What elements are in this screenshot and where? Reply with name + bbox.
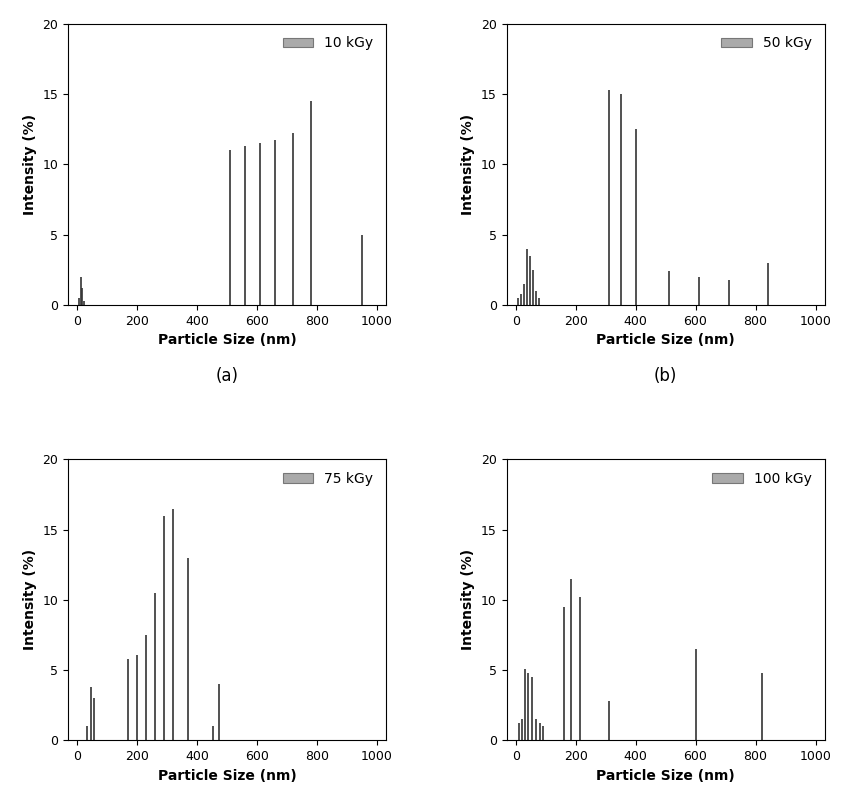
Text: (a): (a) <box>215 367 239 384</box>
Legend: 75 kGy: 75 kGy <box>277 466 379 491</box>
Y-axis label: Intensity (%): Intensity (%) <box>23 114 37 215</box>
Y-axis label: Intensity (%): Intensity (%) <box>23 549 37 650</box>
Legend: 10 kGy: 10 kGy <box>277 31 379 56</box>
X-axis label: Particle Size (nm): Particle Size (nm) <box>596 769 735 782</box>
Y-axis label: Intensity (%): Intensity (%) <box>462 549 475 650</box>
Legend: 50 kGy: 50 kGy <box>716 31 818 56</box>
Text: (b): (b) <box>654 367 677 384</box>
X-axis label: Particle Size (nm): Particle Size (nm) <box>157 769 297 782</box>
X-axis label: Particle Size (nm): Particle Size (nm) <box>596 333 735 347</box>
Y-axis label: Intensity (%): Intensity (%) <box>462 114 475 215</box>
X-axis label: Particle Size (nm): Particle Size (nm) <box>157 333 297 347</box>
Legend: 100 kGy: 100 kGy <box>707 466 818 491</box>
